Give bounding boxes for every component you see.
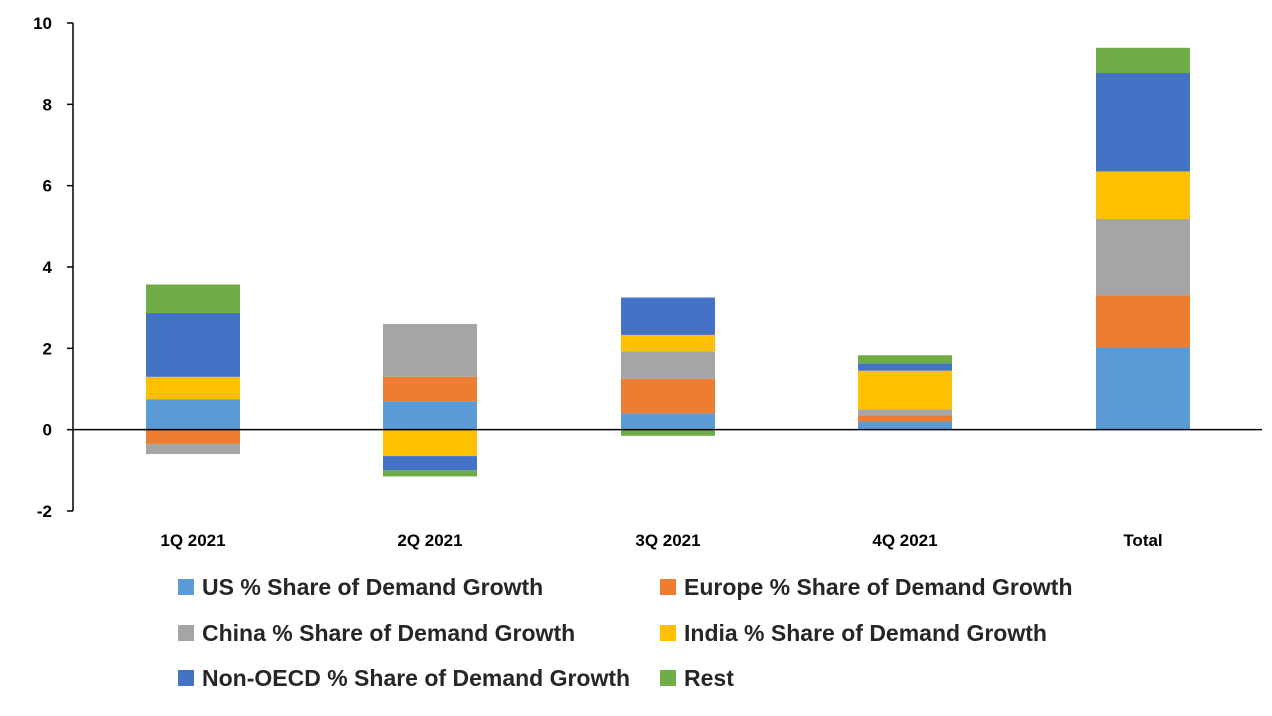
bar-segment bbox=[146, 376, 240, 400]
bar-segment bbox=[621, 429, 715, 436]
legend-swatch-us bbox=[178, 579, 194, 595]
axes-layer: 1Q 2021 2Q 2021 3Q 2021 4Q 2021 Total -2 0 2 4 6 8… bbox=[33, 14, 1262, 550]
bar-segment bbox=[858, 363, 952, 371]
legend-item-china: China % Share of Demand Growth bbox=[178, 618, 575, 648]
bar-segment bbox=[621, 378, 715, 414]
x-tick-label: 1Q 2021 bbox=[160, 531, 225, 550]
x-tick-label: 3Q 2021 bbox=[635, 531, 700, 550]
bar-segment bbox=[383, 456, 477, 471]
bar-segment bbox=[1096, 295, 1190, 348]
bar-segment bbox=[621, 297, 715, 335]
legend-label-europe: Europe % Share of Demand Growth bbox=[684, 573, 1073, 600]
legend-item-us: US % Share of Demand Growth bbox=[178, 572, 543, 602]
legend-swatch-non-oecd bbox=[178, 670, 194, 686]
bar-segment bbox=[383, 470, 477, 477]
bar-segment bbox=[146, 284, 240, 313]
y-tick-label: -2 bbox=[37, 502, 52, 521]
bar-segment bbox=[383, 323, 477, 377]
legend-label-india: India % Share of Demand Growth bbox=[684, 619, 1047, 646]
bar-segment bbox=[858, 409, 952, 416]
legend-item-india: India % Share of Demand Growth bbox=[660, 618, 1047, 648]
y-tick-label: 10 bbox=[33, 14, 52, 33]
legend-swatch-rest bbox=[660, 670, 676, 686]
bar-segment bbox=[858, 415, 952, 422]
bar-segment bbox=[1096, 171, 1190, 220]
bar-segment bbox=[1096, 347, 1190, 430]
bar-segment bbox=[621, 413, 715, 430]
legend-swatch-china bbox=[178, 625, 194, 641]
legend-swatch-india bbox=[660, 625, 676, 641]
y-tick-label: 4 bbox=[43, 258, 53, 277]
chart-plot: 1Q 2021 2Q 2021 3Q 2021 4Q 2021 Total -2 0 2 4 6 8… bbox=[33, 14, 1262, 550]
bar-segment bbox=[858, 421, 952, 430]
bar-segment bbox=[146, 312, 240, 377]
bar-segment bbox=[1096, 47, 1190, 74]
legend-item-non-oecd: Non-OECD % Share of Demand Growth bbox=[178, 663, 630, 693]
y-tick-label: 8 bbox=[43, 95, 52, 114]
bar-segment bbox=[383, 401, 477, 430]
legend-item-europe: Europe % Share of Demand Growth bbox=[660, 572, 1073, 602]
bar-segment bbox=[1096, 219, 1190, 296]
bar-segment bbox=[146, 399, 240, 430]
bar-segment bbox=[858, 370, 952, 410]
bar-segment bbox=[383, 376, 477, 402]
bar-segment bbox=[1096, 73, 1190, 172]
legend: US % Share of Demand Growth Europe % Sha… bbox=[0, 564, 1272, 714]
bar-segment bbox=[146, 429, 240, 444]
legend-label-china: China % Share of Demand Growth bbox=[202, 619, 576, 646]
bar-segment bbox=[146, 443, 240, 455]
bars-layer bbox=[146, 47, 1190, 477]
legend-item-rest: Rest bbox=[660, 663, 734, 693]
x-tick-label: Total bbox=[1123, 531, 1162, 550]
legend-label-non-oecd: Non-OECD % Share of Demand Growth bbox=[202, 664, 631, 691]
x-tick-label: 2Q 2021 bbox=[397, 531, 462, 550]
y-tick-label: 6 bbox=[43, 177, 52, 196]
legend-swatch-europe bbox=[660, 579, 676, 595]
y-tick-label: 2 bbox=[43, 339, 52, 358]
legend-label-us: US % Share of Demand Growth bbox=[202, 573, 544, 600]
bar-segment bbox=[621, 351, 715, 379]
bar-segment bbox=[858, 355, 952, 364]
x-tick-label: 4Q 2021 bbox=[872, 531, 937, 550]
y-tick-label: 0 bbox=[43, 421, 52, 440]
bar-segment bbox=[621, 334, 715, 352]
bar-segment bbox=[383, 429, 477, 457]
legend-label-rest: Rest bbox=[684, 664, 734, 691]
